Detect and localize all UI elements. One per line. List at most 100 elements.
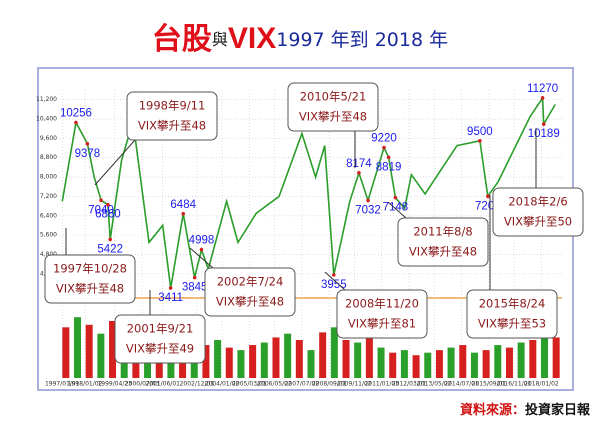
callout-arrow [324, 271, 346, 291]
x-tick-label: 2011/01/03 [364, 381, 399, 388]
point-label: 4998 [189, 235, 215, 247]
point-label: 7040 [88, 204, 114, 216]
index-line [61, 95, 556, 289]
volume-bar [540, 334, 548, 378]
callout: 1997年10/28 VIX攀升至48 [44, 228, 136, 304]
y-tick-label: 10,400 [36, 116, 57, 123]
x-tick-label: 2015/09/01 [472, 381, 507, 388]
title-part: 1997 年到 2018 年 [276, 29, 448, 51]
callout-box [397, 217, 489, 267]
chart-title: 台股與VIX1997 年到 2018 年 [152, 22, 448, 57]
x-tick-label: 1998/01/02 [68, 381, 103, 388]
x-tick-label: 2004/01/02 [205, 381, 240, 388]
point-label: 10256 [60, 108, 92, 120]
callout: 2008年11/20 VIX攀升至81 [324, 271, 428, 339]
volume-bar [482, 350, 490, 378]
point [540, 96, 545, 100]
point-label: 9378 [75, 148, 101, 160]
callout-arrow [94, 139, 136, 186]
point [199, 247, 204, 252]
x-tick-label: 2008/09/01 [312, 381, 347, 388]
point [108, 237, 112, 242]
volume-bar [400, 350, 408, 378]
x-tick-label: 2018/01/02 [524, 381, 559, 388]
source-label: 資料來源： [460, 402, 525, 418]
volume-bar [389, 352, 397, 378]
callout-box [204, 267, 296, 317]
volume-bar [354, 342, 362, 378]
point [382, 145, 386, 150]
x-tick-label: 2000/07/03 [125, 381, 160, 388]
callout-date: 2001年9/21 [127, 322, 194, 336]
callout-arrow [189, 247, 214, 269]
title-part: 與 [212, 30, 228, 49]
point [386, 155, 391, 160]
callout: 2011年8/8 VIX攀升至48 [387, 201, 489, 267]
callout-box [466, 289, 558, 339]
x-tick-label: 2006/05/02 [257, 381, 292, 388]
volume-bar [179, 350, 187, 378]
point [181, 211, 186, 216]
point [99, 198, 103, 203]
x-tick-label: 1999/04/23 [97, 381, 132, 388]
point [393, 195, 398, 200]
point [486, 194, 490, 199]
volume-bar [260, 342, 268, 378]
x-tick-label: 2009/11/02 [337, 381, 372, 388]
volume-bar [85, 324, 93, 378]
callout-box [287, 82, 379, 132]
callout-text: VIX攀升至50 [504, 215, 572, 229]
point-label: 3955 [321, 279, 347, 291]
point-label: 9220 [371, 133, 397, 145]
point [366, 198, 370, 203]
source: 資料來源：投資家日報 [460, 402, 591, 418]
volume-bar [494, 345, 502, 378]
callout-date: 2015年8/24 [479, 297, 546, 311]
volume-bar [529, 340, 537, 378]
volume-bar [552, 337, 560, 378]
point-label: 3845 [182, 282, 208, 294]
point-label: 8174 [346, 158, 372, 170]
point-label: 7032 [355, 205, 381, 217]
point [74, 120, 78, 125]
point [541, 122, 546, 126]
point [478, 138, 482, 143]
point-label: 6484 [170, 199, 196, 211]
y-tick-label: 8,800 [40, 154, 57, 161]
title-part: 台股 [152, 22, 212, 57]
source-name: 投資家日報 [525, 402, 591, 418]
callout-text: VIX攀升至48 [409, 245, 477, 259]
callout-box [336, 289, 428, 339]
callout: 2015年8/24 VIX攀升至53 [466, 195, 558, 339]
volume-bar [62, 327, 70, 378]
y-tick-label: 11,200 [36, 96, 57, 103]
y-tick-label: 7,200 [40, 193, 57, 200]
point-label: 8819 [376, 161, 402, 173]
volume-bar [505, 347, 513, 378]
volume-bar [435, 350, 443, 378]
x-tick-label: 2014/07/01 [444, 381, 479, 388]
callout-text: VIX攀升至53 [478, 317, 546, 331]
callout-box [44, 254, 136, 304]
point-label: 11270 [527, 83, 558, 95]
volume-bar [459, 345, 467, 378]
volume-bar [225, 347, 233, 378]
volume-bar [295, 340, 303, 378]
callout-date: 1997年10/28 [53, 262, 127, 276]
volume-bar [249, 345, 257, 378]
point [106, 202, 110, 207]
y-tick-label: 6,400 [40, 212, 57, 219]
callout: 2002年7/24 VIX攀升至48 [189, 247, 296, 317]
x-tick-label: 2012/03/01 [392, 381, 427, 388]
callout: 2001年9/21 VIX攀升至49 [114, 290, 206, 364]
y-tick-label: 5,600 [40, 232, 57, 239]
volume-bar [424, 352, 432, 378]
point-label: 6860 [95, 209, 121, 221]
callout-date: 2011年8/8 [413, 225, 472, 239]
callout: 2010年5/21 VIX攀升至48 [287, 82, 379, 168]
callout-date: 2008年11/20 [345, 297, 419, 311]
callout-arrow [387, 201, 407, 219]
callout: 2018年2/6 VIX攀升至50 [492, 128, 584, 237]
callout-box [114, 314, 206, 364]
